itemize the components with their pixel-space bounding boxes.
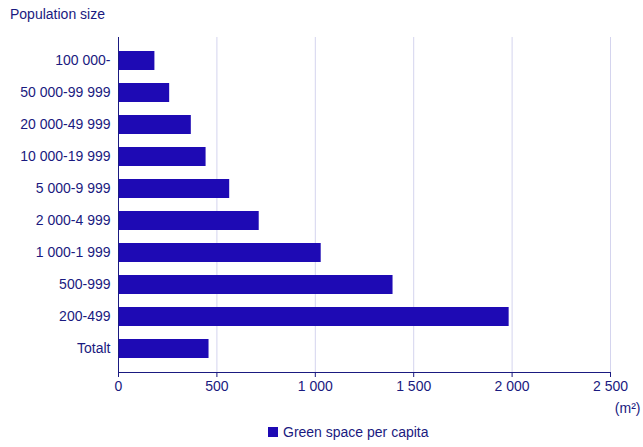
svg-text:50 000-99 999: 50 000-99 999 bbox=[20, 84, 111, 100]
svg-text:1 000: 1 000 bbox=[298, 378, 333, 394]
svg-text:1 000-1 999: 1 000-1 999 bbox=[36, 244, 111, 260]
svg-text:1 500: 1 500 bbox=[396, 378, 431, 394]
html-text:Green space per capita: Green space per capita bbox=[283, 424, 429, 440]
svg-text:500: 500 bbox=[205, 378, 229, 394]
svg-text:Totalt: Totalt bbox=[77, 340, 111, 356]
svg-text:(m²): (m²) bbox=[615, 400, 641, 416]
svg-text:2 000-4 999: 2 000-4 999 bbox=[36, 212, 111, 228]
svg-text:200-499: 200-499 bbox=[59, 308, 111, 324]
svg-text:500-999: 500-999 bbox=[59, 276, 111, 292]
svg-text:20 000-49 999: 20 000-49 999 bbox=[20, 116, 111, 132]
svg-text:2 000: 2 000 bbox=[495, 378, 530, 394]
svg-text:10 000-19 999: 10 000-19 999 bbox=[20, 148, 111, 164]
svg-text:5 000-9 999: 5 000-9 999 bbox=[36, 180, 111, 196]
svg-text:0: 0 bbox=[115, 378, 123, 394]
svg-text:100 000-: 100 000- bbox=[55, 52, 111, 68]
html-text:Population size: Population size bbox=[10, 6, 105, 22]
svg-text:2 500: 2 500 bbox=[593, 378, 628, 394]
